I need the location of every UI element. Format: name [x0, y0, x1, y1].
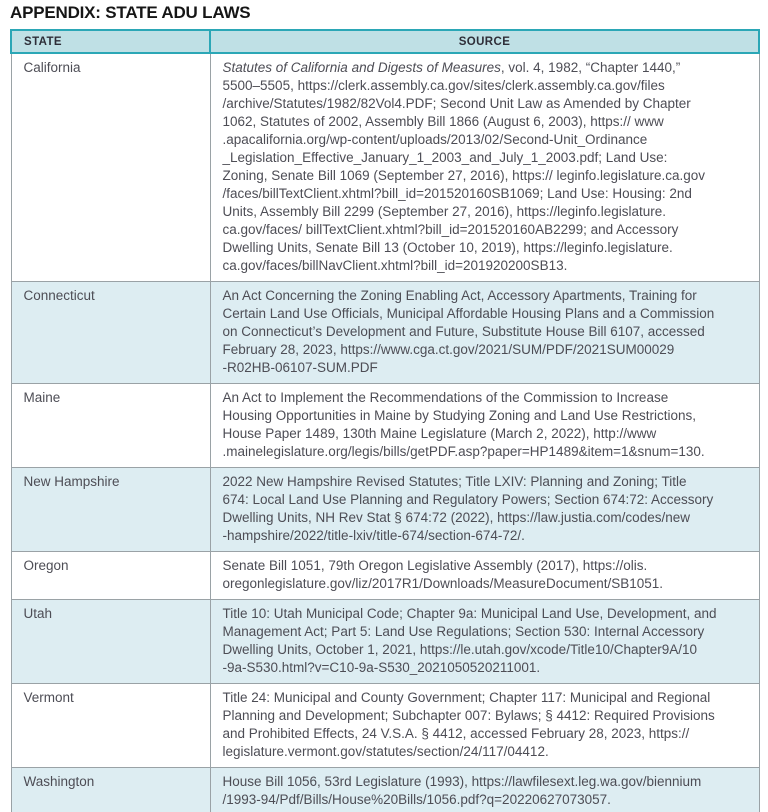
table-row-connecticut: Connecticut An Act Concerning the Zoning…	[10, 281, 760, 384]
table-header-row: STATE SOURCE	[10, 29, 760, 54]
table-row-new-hampshire: New Hampshire 2022 New Hampshire Revised…	[10, 467, 760, 552]
source-text: , vol. 4, 1982, “Chapter 1440,” 5500–550…	[222, 60, 706, 273]
source-cell: An Act to Implement the Recommendations …	[209, 383, 760, 468]
source-cell: 2022 New Hampshire Revised Statutes; Tit…	[209, 467, 760, 552]
table-row-washington: Washington House Bill 1056, 53rd Legisla…	[10, 767, 760, 812]
table-row-maine: Maine An Act to Implement the Recommenda…	[10, 383, 760, 468]
source-cell: Statutes of California and Digests of Me…	[209, 52, 760, 282]
page-title: APPENDIX: STATE ADU LAWS	[10, 3, 251, 22]
source-italic-title: Statutes of California and Digests of Me…	[222, 60, 501, 75]
source-cell: Title 24: Municipal and County Governmen…	[209, 683, 760, 768]
table-row-vermont: Vermont Title 24: Municipal and County G…	[10, 683, 760, 768]
source-cell: Senate Bill 1051, 79th Oregon Legislativ…	[209, 551, 760, 600]
state-cell: Washington	[10, 767, 211, 812]
state-cell: Oregon	[10, 551, 211, 600]
table-row-california: California Statutes of California and Di…	[10, 52, 760, 282]
source-cell: Title 10: Utah Municipal Code; Chapter 9…	[209, 599, 760, 684]
state-cell: New Hampshire	[10, 467, 211, 552]
state-adu-laws-table: STATE SOURCE California Statutes of Cali…	[10, 29, 760, 812]
table-row-utah: Utah Title 10: Utah Municipal Code; Chap…	[10, 599, 760, 684]
state-cell: Vermont	[10, 683, 211, 768]
state-cell: Connecticut	[10, 281, 211, 384]
source-cell: An Act Concerning the Zoning Enabling Ac…	[209, 281, 760, 384]
table-row-oregon: Oregon Senate Bill 1051, 79th Oregon Leg…	[10, 551, 760, 600]
state-cell: Maine	[10, 383, 211, 468]
source-cell: House Bill 1056, 53rd Legislature (1993)…	[209, 767, 760, 812]
column-header-state: STATE	[10, 29, 211, 54]
state-cell: Utah	[10, 599, 211, 684]
table-header: STATE SOURCE	[10, 29, 760, 54]
table-body: California Statutes of California and Di…	[10, 52, 760, 812]
state-cell: California	[10, 52, 211, 282]
column-header-source: SOURCE	[209, 29, 760, 54]
